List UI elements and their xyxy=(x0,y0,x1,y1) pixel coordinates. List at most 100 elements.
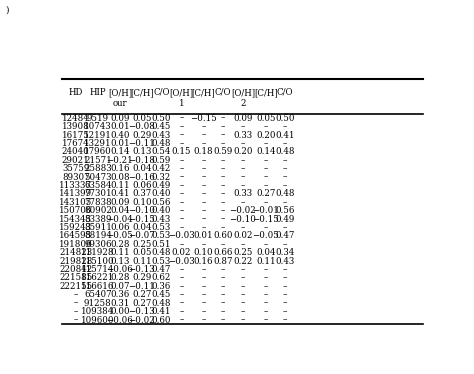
Text: –: – xyxy=(264,273,268,282)
Text: −0.01: −0.01 xyxy=(252,206,279,215)
Text: –: – xyxy=(73,290,78,299)
Text: –: – xyxy=(264,282,268,291)
Text: 0.33: 0.33 xyxy=(233,131,253,140)
Text: –: – xyxy=(264,290,268,299)
Text: 77838: 77838 xyxy=(84,198,112,207)
Text: −0.13: −0.13 xyxy=(128,265,155,274)
Text: 0.41: 0.41 xyxy=(110,189,129,198)
Text: –: – xyxy=(179,172,184,181)
Text: –: – xyxy=(241,240,245,249)
Text: 0.59: 0.59 xyxy=(152,156,171,165)
Text: –: – xyxy=(201,299,206,308)
Text: 0.10: 0.10 xyxy=(132,198,152,207)
Text: [C/H]: [C/H] xyxy=(130,88,154,97)
Text: −0.15: −0.15 xyxy=(190,114,217,123)
Text: –: – xyxy=(283,181,287,190)
Text: 0.42: 0.42 xyxy=(152,164,171,173)
Text: 0.10: 0.10 xyxy=(194,248,213,257)
Text: 0.05: 0.05 xyxy=(132,114,152,123)
Text: –: – xyxy=(264,122,268,131)
Text: –: – xyxy=(220,181,225,190)
Text: –: – xyxy=(201,131,206,140)
Text: –: – xyxy=(283,240,287,249)
Text: –: – xyxy=(201,316,206,325)
Text: –: – xyxy=(241,223,245,232)
Text: 0.40: 0.40 xyxy=(152,206,171,215)
Text: HD: HD xyxy=(69,88,83,97)
Text: 0.27: 0.27 xyxy=(132,290,152,299)
Text: –: – xyxy=(220,307,225,316)
Text: 0.25: 0.25 xyxy=(132,240,152,249)
Text: –: – xyxy=(179,206,184,215)
Text: 0.04: 0.04 xyxy=(110,206,129,215)
Text: 0.56: 0.56 xyxy=(152,198,171,207)
Text: 221585: 221585 xyxy=(59,273,92,282)
Text: −0.18: −0.18 xyxy=(128,156,155,165)
Text: 0.13: 0.13 xyxy=(110,257,129,266)
Text: 0.62: 0.62 xyxy=(152,273,171,282)
Text: [C/H]: [C/H] xyxy=(192,88,216,97)
Text: –: – xyxy=(220,265,225,274)
Text: –: – xyxy=(283,122,287,131)
Text: 0.87: 0.87 xyxy=(213,257,232,266)
Text: 0.41: 0.41 xyxy=(152,307,171,316)
Text: –: – xyxy=(283,164,287,173)
Text: 0.43: 0.43 xyxy=(152,215,171,224)
Text: –: – xyxy=(283,282,287,291)
Text: 116616: 116616 xyxy=(81,282,115,291)
Text: 50473: 50473 xyxy=(84,172,111,181)
Text: –: – xyxy=(241,172,245,181)
Text: –: – xyxy=(220,122,225,131)
Text: –: – xyxy=(220,198,225,207)
Text: 0.01: 0.01 xyxy=(194,232,213,240)
Text: –: – xyxy=(220,189,225,198)
Text: 83389: 83389 xyxy=(84,215,111,224)
Text: 0.60: 0.60 xyxy=(152,316,171,325)
Text: –: – xyxy=(283,223,287,232)
Text: –: – xyxy=(179,223,184,232)
Text: C/O: C/O xyxy=(214,88,231,97)
Text: 16175: 16175 xyxy=(62,131,90,140)
Text: –: – xyxy=(179,189,184,198)
Text: 0.05: 0.05 xyxy=(132,248,152,257)
Text: –: – xyxy=(283,172,287,181)
Text: –: – xyxy=(241,290,245,299)
Text: −0.13: −0.13 xyxy=(128,307,155,316)
Text: −0.15: −0.15 xyxy=(128,215,155,224)
Text: 63584: 63584 xyxy=(84,181,111,190)
Text: 0.48: 0.48 xyxy=(152,248,171,257)
Text: 0.05: 0.05 xyxy=(256,114,275,123)
Text: –: – xyxy=(179,122,184,131)
Text: C/O: C/O xyxy=(153,88,170,97)
Text: 35759: 35759 xyxy=(62,164,90,173)
Text: –: – xyxy=(220,215,225,224)
Text: –: – xyxy=(179,114,184,123)
Text: 0.51: 0.51 xyxy=(152,240,171,249)
Text: –: – xyxy=(220,282,225,291)
Text: 0.09: 0.09 xyxy=(233,114,253,123)
Text: –: – xyxy=(201,265,206,274)
Text: 0.01: 0.01 xyxy=(110,122,130,131)
Text: 24040: 24040 xyxy=(62,147,90,156)
Text: 89307: 89307 xyxy=(62,172,90,181)
Text: –: – xyxy=(283,139,287,148)
Text: –: – xyxy=(283,198,287,207)
Text: –: – xyxy=(264,299,268,308)
Text: –: – xyxy=(179,139,184,148)
Text: 0.04: 0.04 xyxy=(256,248,275,257)
Text: [O/H]: [O/H] xyxy=(231,88,255,97)
Text: 29021: 29021 xyxy=(62,156,90,165)
Text: 0.22: 0.22 xyxy=(233,257,253,266)
Text: –: – xyxy=(201,273,206,282)
Text: −0.05: −0.05 xyxy=(252,232,279,240)
Text: –: – xyxy=(220,299,225,308)
Text: 0.53: 0.53 xyxy=(152,257,171,266)
Text: 85911: 85911 xyxy=(84,223,112,232)
Text: 0.56: 0.56 xyxy=(275,206,295,215)
Text: –: – xyxy=(264,156,268,165)
Text: 0.11: 0.11 xyxy=(256,257,275,266)
Text: 0.32: 0.32 xyxy=(152,172,171,181)
Text: 0.28: 0.28 xyxy=(110,240,129,249)
Text: 143105: 143105 xyxy=(59,198,92,207)
Text: 0.43: 0.43 xyxy=(275,257,295,266)
